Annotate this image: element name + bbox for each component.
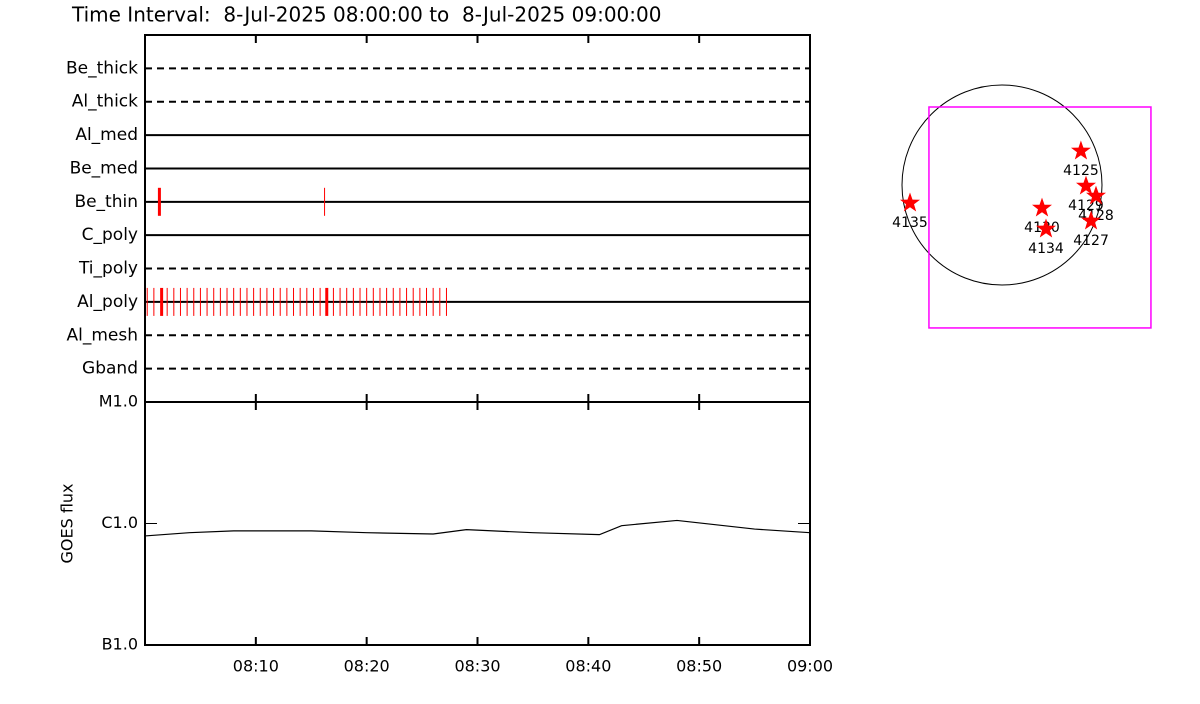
row-label: Al_mesh <box>66 325 138 345</box>
row-label: Ti_poly <box>78 259 138 279</box>
y-tick-label: B1.0 <box>102 635 138 654</box>
timeline-frame <box>144 34 811 403</box>
x-tick-label: 08:50 <box>676 657 722 676</box>
goes-curve <box>144 519 811 537</box>
region-star <box>1076 175 1096 195</box>
y-tick-label: M1.0 <box>99 392 138 411</box>
row-label: Gband <box>82 359 138 379</box>
x-tick-label: 08:30 <box>454 657 500 676</box>
region-star <box>1081 210 1101 230</box>
region-label: 4135 <box>892 215 928 231</box>
region-label: 4127 <box>1073 233 1109 249</box>
title: Time Interval: 8-Jul-2025 08:00:00 to 8-… <box>71 3 661 27</box>
region-star <box>1071 140 1091 160</box>
y-axis-label: GOES flux <box>58 483 77 563</box>
region-label: 4125 <box>1063 163 1099 179</box>
x-tick-label: 09:00 <box>787 657 833 676</box>
y-tick-label: C1.0 <box>101 513 138 532</box>
region-label: 4134 <box>1028 241 1064 257</box>
region-star <box>1086 185 1106 205</box>
row-label: Al_poly <box>77 292 138 312</box>
row-label: Be_thin <box>74 192 138 212</box>
goes-frame <box>144 401 811 646</box>
region-star <box>1032 197 1052 217</box>
x-tick-label: 08:10 <box>233 657 279 676</box>
x-tick-label: 08:20 <box>344 657 390 676</box>
row-label: Al_thick <box>72 92 138 112</box>
row-label: Be_thick <box>66 58 138 78</box>
field-of-view <box>928 106 1152 329</box>
region-star <box>900 192 920 212</box>
x-tick-label: 08:40 <box>565 657 611 676</box>
row-label: C_poly <box>82 225 138 245</box>
region-label: 4128 <box>1078 208 1114 224</box>
row-label: Be_med <box>70 158 138 178</box>
region-star <box>1036 218 1056 238</box>
row-label: Al_med <box>75 125 138 145</box>
region-label: 4129 <box>1068 198 1104 214</box>
solar-disk <box>901 84 1103 286</box>
